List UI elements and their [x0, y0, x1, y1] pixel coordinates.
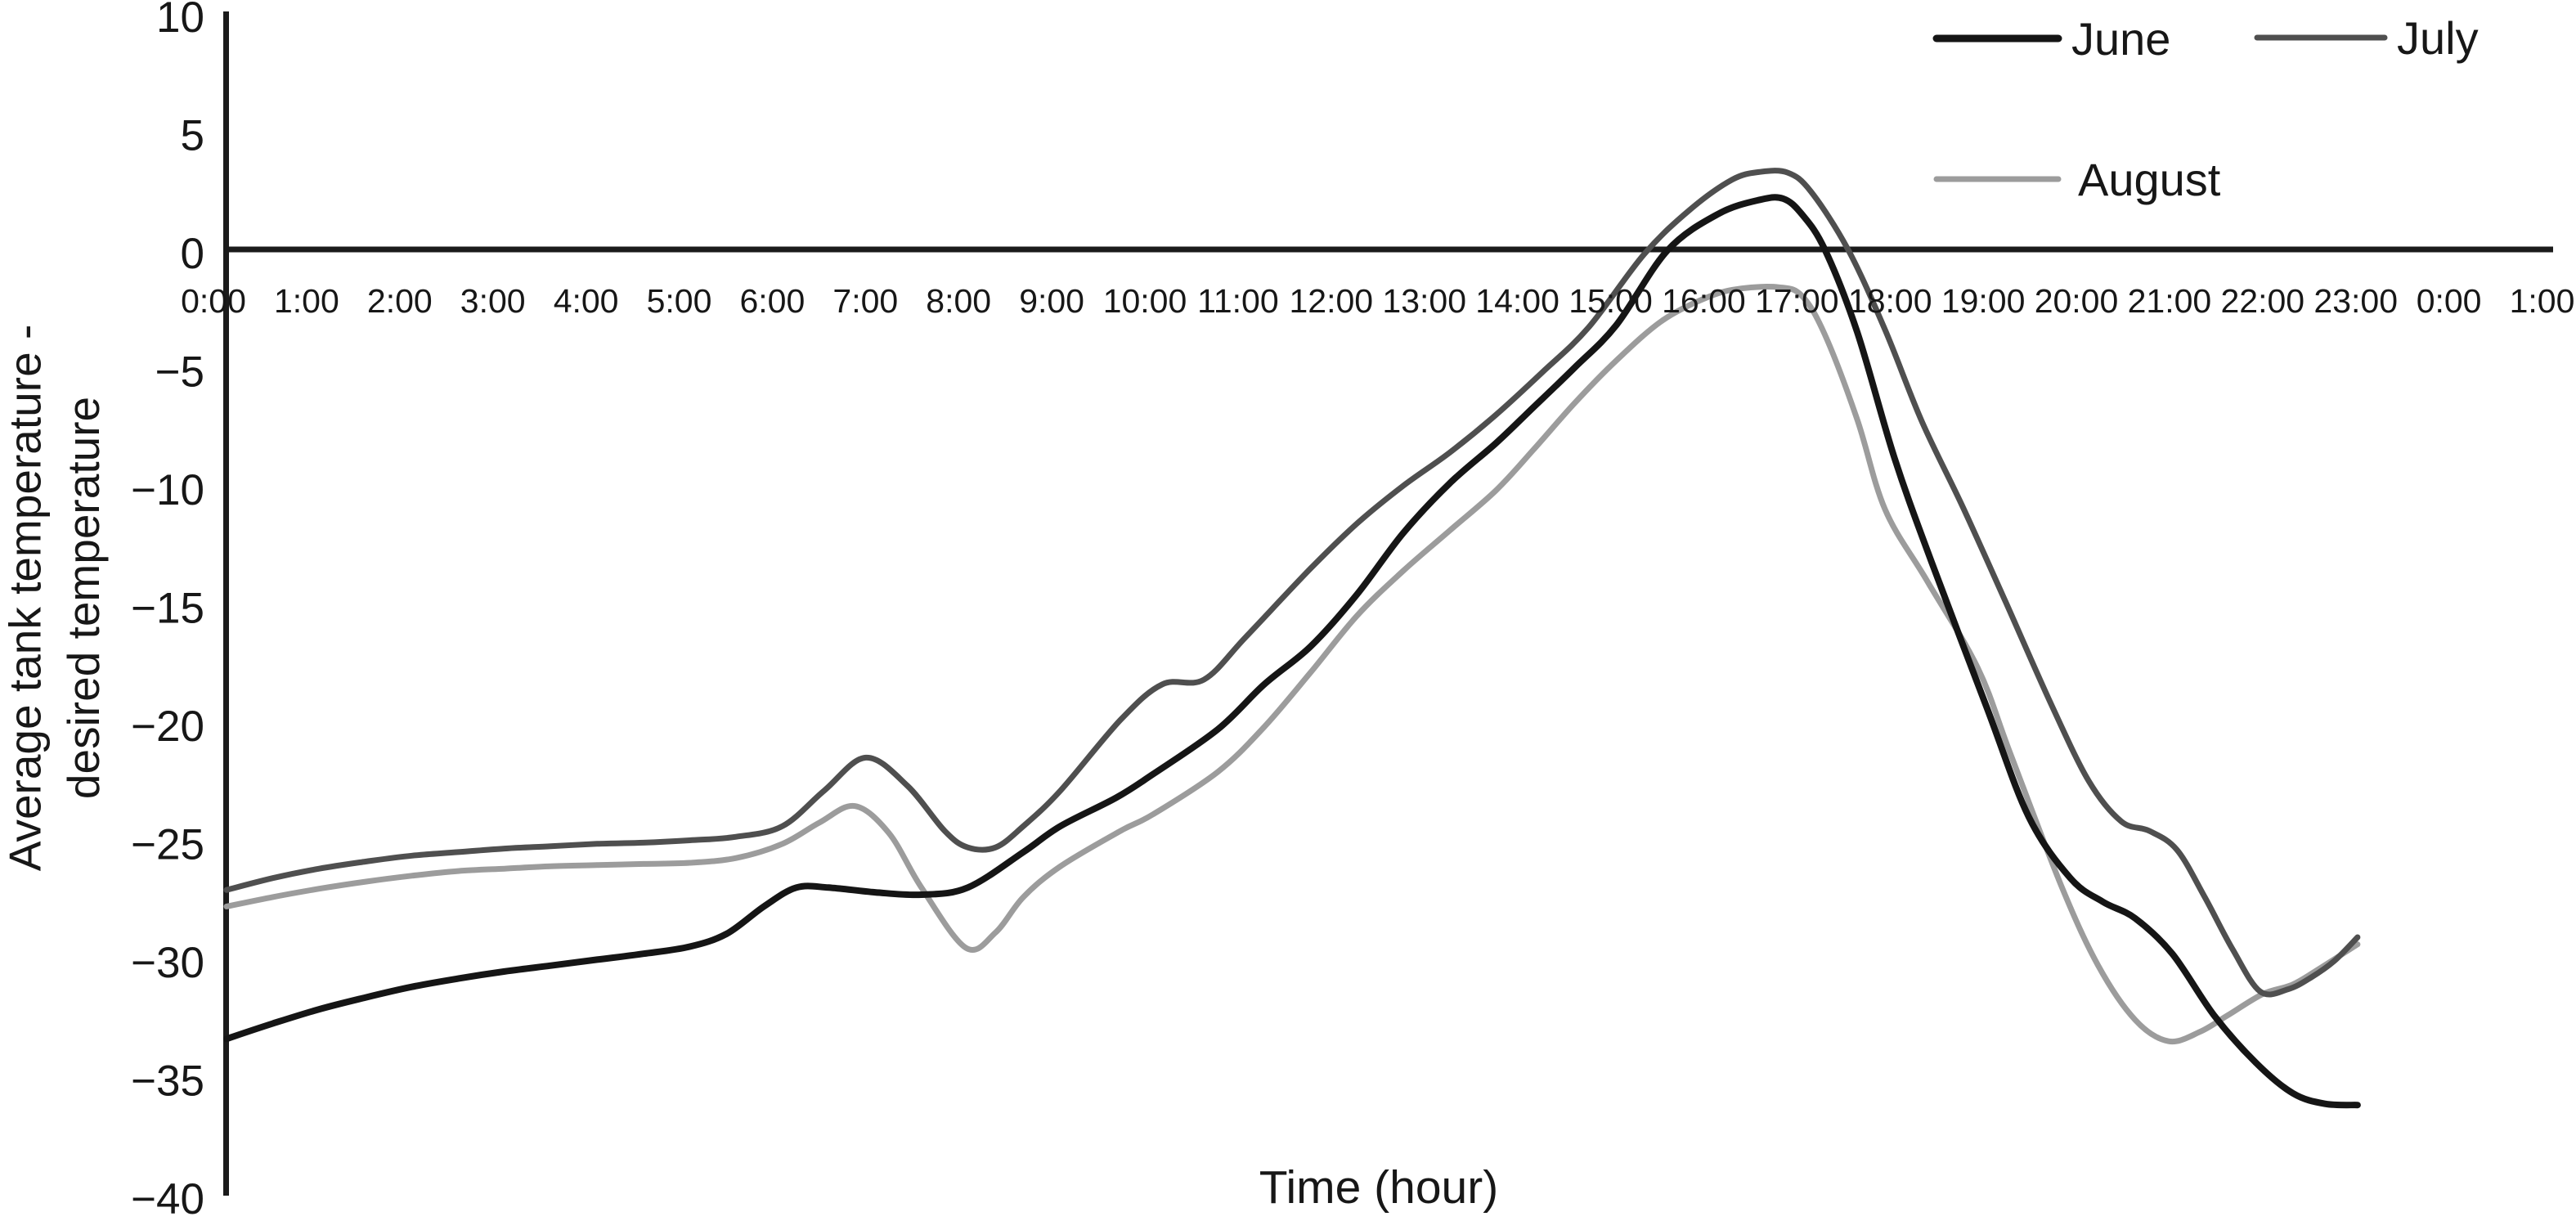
svg-text:June: June — [2071, 13, 2170, 65]
svg-text:23:00: 23:00 — [2313, 282, 2398, 320]
svg-text:5:00: 5:00 — [647, 282, 712, 320]
svg-text:1:00: 1:00 — [274, 282, 339, 320]
svg-text:5: 5 — [181, 112, 204, 160]
svg-text:7:00: 7:00 — [832, 282, 898, 320]
svg-text:20:00: 20:00 — [2035, 282, 2119, 320]
svg-text:−20: −20 — [131, 703, 204, 751]
svg-text:−35: −35 — [131, 1057, 204, 1106]
svg-text:15:00: 15:00 — [1568, 282, 1653, 320]
svg-text:21:00: 21:00 — [2128, 282, 2212, 320]
svg-text:6:00: 6:00 — [739, 282, 805, 320]
svg-text:22:00: 22:00 — [2220, 282, 2304, 320]
svg-text:18:00: 18:00 — [1848, 282, 1932, 320]
svg-text:4:00: 4:00 — [554, 282, 619, 320]
svg-text:12:00: 12:00 — [1289, 282, 1373, 320]
svg-text:9:00: 9:00 — [1019, 282, 1084, 320]
svg-text:−40: −40 — [131, 1175, 204, 1217]
svg-text:11:00: 11:00 — [1197, 282, 1279, 320]
svg-text:14:00: 14:00 — [1475, 282, 1560, 320]
svg-text:17:00: 17:00 — [1755, 282, 1839, 320]
svg-text:−25: −25 — [131, 821, 204, 869]
svg-text:19:00: 19:00 — [1941, 282, 2026, 320]
svg-text:Average tank temperature -: Average tank temperature - — [0, 325, 51, 872]
svg-text:August: August — [2078, 154, 2221, 205]
svg-text:0:00: 0:00 — [181, 282, 246, 320]
svg-text:−30: −30 — [131, 939, 204, 987]
svg-text:July: July — [2397, 12, 2479, 64]
svg-text:16:00: 16:00 — [1662, 282, 1746, 320]
svg-text:Time (hour): Time (hour) — [1259, 1161, 1498, 1214]
svg-text:desired temperature: desired temperature — [58, 397, 109, 799]
svg-text:13:00: 13:00 — [1382, 282, 1466, 320]
svg-text:0:00: 0:00 — [2417, 282, 2482, 320]
svg-text:2:00: 2:00 — [367, 282, 433, 320]
svg-text:10: 10 — [156, 0, 204, 42]
svg-text:3:00: 3:00 — [460, 282, 526, 320]
svg-text:0: 0 — [181, 230, 204, 278]
svg-text:−15: −15 — [131, 585, 204, 633]
svg-text:−5: −5 — [155, 348, 204, 397]
svg-text:10:00: 10:00 — [1103, 282, 1187, 320]
svg-text:1:00: 1:00 — [2510, 282, 2575, 320]
svg-text:−10: −10 — [131, 466, 204, 514]
svg-text:8:00: 8:00 — [926, 282, 991, 320]
